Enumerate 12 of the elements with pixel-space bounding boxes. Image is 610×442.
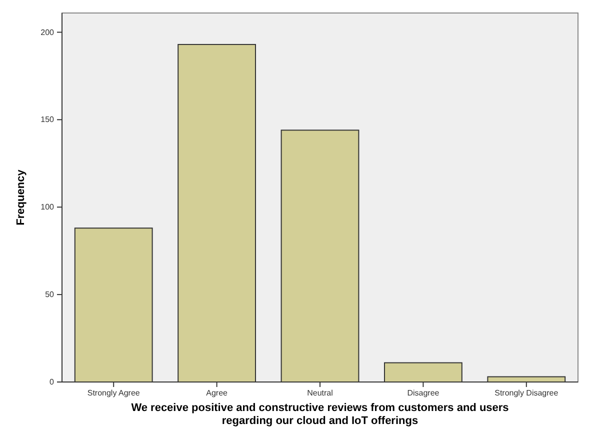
x-tick-label: Agree <box>206 388 228 398</box>
x-tick-label: Disagree <box>407 388 440 398</box>
y-tick-label: 50 <box>45 290 55 300</box>
y-tick-label: 100 <box>40 202 55 212</box>
x-tick-label: Neutral <box>307 388 334 398</box>
y-tick-label: 200 <box>40 28 55 37</box>
y-axis-title: Frequency <box>15 168 27 226</box>
x-axis-title: We receive positive and constructive reviews from customers and users regarding our cloud and IoT offerings <box>131 402 509 427</box>
y-tick-label: 0 <box>50 378 55 387</box>
y-tick-label: 150 <box>40 115 55 124</box>
x-tick-label: Strongly Agree <box>87 388 140 398</box>
x-tick-label: Strongly Disagree <box>494 388 559 398</box>
